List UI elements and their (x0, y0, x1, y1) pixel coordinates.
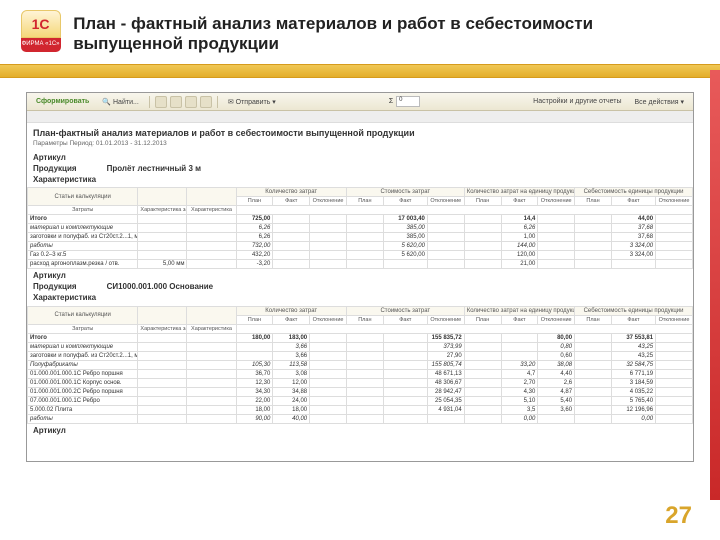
slide-title: План - фактный анализ материалов и работ… (73, 14, 700, 53)
row-label: 01.000.001.000.1С Ребро поршня (28, 369, 138, 378)
col-art: Статьи калькуляции (28, 188, 138, 206)
row-label: 07.000.001.000.1С Ребро (28, 396, 138, 405)
tool-icon-4[interactable] (200, 96, 212, 108)
row-label: 01.000.001.000.2С Ребро поршня (28, 387, 138, 396)
group3-trailer: Артикул (27, 424, 693, 439)
row-label: материал и комплектующие (28, 342, 138, 351)
logo-sub: ФИРМА «1С» (21, 38, 61, 52)
run-button[interactable]: Сформировать (31, 96, 94, 107)
group2-prod: ПродукцияСИ1000.001.000 Основание (33, 282, 687, 293)
row-label: 01.000.001.000.1С Корпус основ. (28, 378, 138, 387)
group1-header: Артикул ПродукцияПролёт лестничный 3 м Х… (27, 151, 693, 187)
red-edge (710, 70, 720, 500)
tool-icon-2[interactable] (170, 96, 182, 108)
tool-icon-1[interactable] (155, 96, 167, 108)
group1-art: Артикул (33, 153, 687, 164)
group2-art: Артикул (33, 271, 687, 282)
col-qty-unit: Количество затрат на единицу продукции (464, 188, 574, 197)
report-subtitle: Параметры Период: 01.01.2013 - 31.12.201… (27, 140, 693, 151)
sub-zat: Затраты (28, 206, 138, 215)
toolbar: Сформировать 🔍 Найти... ✉ Отправить ▾ Σ … (27, 93, 693, 111)
all-actions-button[interactable]: Все действия ▾ (630, 96, 690, 108)
page-number: 27 (665, 502, 692, 530)
sub-char1: Характеристика затрат (138, 206, 187, 215)
report-title: План-фактный анализ материалов и работ в… (27, 123, 693, 140)
row-label: Итого (28, 215, 138, 224)
table-2: Статьи калькуляции Количество затрат Сто… (27, 306, 693, 424)
send-button[interactable]: ✉ Отправить ▾ (223, 96, 281, 108)
row-label: Итого (28, 333, 138, 342)
col-qty: Количество затрат (236, 188, 346, 197)
row-label: Газ 0.2–3 кг.5 (28, 251, 138, 260)
col-cost: Стоимость затрат (346, 188, 464, 197)
logo-text: 1С (21, 10, 61, 38)
settings-link[interactable]: Настройки и другие отчеты (528, 96, 626, 107)
row-label: заготовки и полуфаб. из Ст20ст.2...1, мм (28, 351, 138, 360)
col-cost-unit: Себестоимость единицы продукции (575, 188, 693, 197)
row-label: материал и комплектующие (28, 224, 138, 233)
search-button[interactable]: 🔍 Найти... (97, 96, 143, 108)
group1-prod: ПродукцияПролёт лестничный 3 м (33, 164, 687, 175)
sigma-icon: Σ (389, 98, 393, 105)
group2-char: Характеристика (33, 293, 687, 304)
row-label: 5.000.02 Плита (28, 405, 138, 414)
row-label: работы (28, 242, 138, 251)
table-1: Статьи калькуляции Количество затрат Сто… (27, 187, 693, 269)
gray-band (27, 111, 693, 123)
sub-char2: Характеристика (187, 206, 236, 215)
row-label: заготовки и полуфаб. из Ст20ст.2...1, мм (28, 233, 138, 242)
gold-divider (0, 64, 720, 78)
group1-char: Характеристика (33, 175, 687, 186)
row-label: Полуфабрикаты (28, 360, 138, 369)
row-label: работы (28, 414, 138, 423)
tbody-1: Итого725,00 17 003,4014,444,00материал и… (28, 215, 693, 269)
row-label: расход аргоноплазм.резка / отв. (28, 260, 138, 269)
app-screenshot: Сформировать 🔍 Найти... ✉ Отправить ▾ Σ … (26, 92, 694, 462)
tool-icon-3[interactable] (185, 96, 197, 108)
group2-header: Артикул ПродукцияСИ1000.001.000 Основани… (27, 269, 693, 305)
sigma-input[interactable]: 0 (396, 96, 420, 107)
tbody-2: Итого180,00183,00155 835,7280,0037 553,8… (28, 333, 693, 423)
logo: 1С ФИРМА «1С» (20, 10, 61, 58)
